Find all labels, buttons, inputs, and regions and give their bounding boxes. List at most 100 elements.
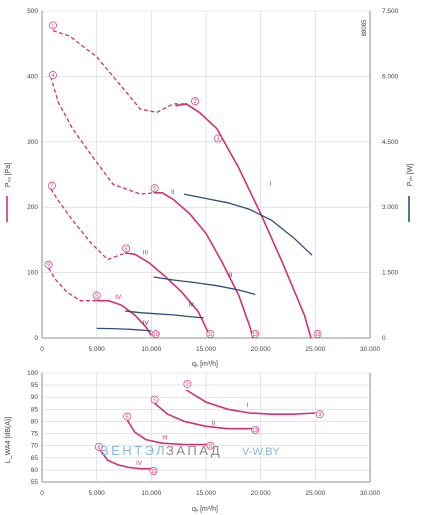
point-marker-label: 4 <box>52 73 55 79</box>
power-curve-label: II <box>229 272 233 279</box>
point-marker-label: 2 <box>194 99 197 105</box>
top-y-tick-label: 100 <box>27 270 38 277</box>
top-y2-tick-label: 0 <box>382 335 386 342</box>
point-marker <box>48 21 57 30</box>
sound-curve-IV <box>98 447 152 470</box>
bottom-x-tick-label: 25.000 <box>305 490 325 497</box>
bottom-x-tick-label: 5.000 <box>89 490 106 497</box>
pressure-curve-I <box>175 103 312 339</box>
top-chart-series: IIIIIIIVIIIIIIIV <box>48 29 313 339</box>
point-marker-label: 12 <box>252 332 258 338</box>
point-marker <box>206 441 215 450</box>
envelope-dashed-line <box>48 267 97 302</box>
top-x-tick-label: 0 <box>40 346 44 353</box>
point-marker <box>183 379 192 388</box>
top-right-axis-title: Pₛₕ [W] <box>407 164 414 187</box>
point-marker <box>191 97 200 106</box>
power-curve-label: III <box>189 302 195 309</box>
top-y2-axis-label: Pₛₕ [W] <box>407 164 414 187</box>
sound-curve-I <box>185 389 316 415</box>
bottom-axis-title: L_WA4 [dB(A)] <box>5 417 12 463</box>
point-marker-label: 5 <box>153 398 156 404</box>
sound-curve-label: IV <box>136 460 143 467</box>
bottom-chart-axes <box>41 373 371 483</box>
power-curve-II <box>153 276 256 296</box>
point-marker <box>150 184 159 193</box>
point-marker <box>94 442 103 451</box>
pressure-curve-label: III <box>143 249 149 256</box>
top-x-tick-label: 30.000 <box>360 346 380 353</box>
point-marker <box>149 467 158 476</box>
sound-curve-III <box>126 419 210 446</box>
pressure-curve-label: IV <box>115 294 122 301</box>
point-marker-label: 1 <box>52 23 55 29</box>
bottom-x-axis-label: qᵥ [m³/h] <box>192 506 218 513</box>
top-y-tick-label: 0 <box>34 335 38 342</box>
point-marker-label: 3 <box>318 412 321 418</box>
bottom-chart-tick-labels: 0 5.000 10.000 15.000 20.000 25.000 30.000 55 60… <box>27 370 380 497</box>
top-x-tick-label: 5.000 <box>89 346 106 353</box>
top-x-tick-label: 25.000 <box>305 346 325 353</box>
power-curve-I <box>183 193 313 256</box>
pressure-curve-III <box>124 252 212 339</box>
point-marker-label: 11 <box>208 444 213 450</box>
bottom-y-tick-label: 70 <box>31 443 39 450</box>
bottom-y-tick-label: 95 <box>31 382 39 389</box>
top-y2-tick-label: 1.500 <box>382 270 399 277</box>
watermark-part2: ЗАПАД <box>166 443 222 458</box>
point-marker-label: 9 <box>47 263 50 269</box>
point-marker <box>206 330 215 339</box>
bottom-y-tick-label: 90 <box>31 394 39 401</box>
top-y2-tick-label: 3.000 <box>382 204 399 211</box>
top-x-tick-label: 15.000 <box>196 346 216 353</box>
top-y-axis-label: Pₛₐ [Pa] <box>5 163 12 187</box>
bottom-y-tick-label: 100 <box>27 370 38 377</box>
sound-curve-II <box>154 402 255 430</box>
point-marker <box>251 330 260 339</box>
point-marker-label: 7 <box>50 184 53 190</box>
power-curve-III <box>125 310 204 319</box>
top-x-axis-label: qᵥ [m³/h] <box>192 361 218 368</box>
top-y-tick-label: 400 <box>27 73 38 80</box>
watermark-part3: V-W.BY <box>242 446 281 458</box>
envelope-dashed-line <box>52 29 187 114</box>
envelope-dashed-line <box>50 76 155 195</box>
bottom-y-tick-label: 75 <box>31 431 39 438</box>
point-marker <box>214 134 222 143</box>
top-y-tick-label: 300 <box>27 139 38 146</box>
bottom-y-tick-label: 80 <box>31 418 39 425</box>
bottom-x-tick-label: 10.000 <box>141 490 161 497</box>
bottom-x-tick-label: 20.000 <box>251 490 271 497</box>
top-chart-axes <box>41 11 371 339</box>
bottom-x-tick-label: 15.000 <box>196 490 216 497</box>
point-marker <box>48 71 57 80</box>
point-marker <box>92 291 101 300</box>
bottom-y-tick-label: 60 <box>31 467 39 474</box>
point-marker-label: 12 <box>252 428 258 434</box>
bottom-y-tick-label: 55 <box>31 479 39 486</box>
point-marker-label: 5 <box>153 186 156 192</box>
bottom-y-axis-label: L_WA4 [dB(A)] <box>5 417 12 463</box>
point-marker-label: 3 <box>217 136 220 142</box>
top-x-tick-label: 20.000 <box>251 346 271 353</box>
power-curve-label: I <box>269 180 271 187</box>
point-marker <box>151 330 160 339</box>
pressure-curve-label: II <box>171 189 175 196</box>
point-marker <box>313 330 322 339</box>
point-marker <box>150 395 159 404</box>
bottom-chart-grid <box>41 372 371 483</box>
point-marker-label: 13 <box>315 332 321 338</box>
power-curve-label: IV <box>143 320 150 327</box>
top-y2-tick-label: 4.500 <box>382 139 399 146</box>
point-marker <box>315 410 324 419</box>
sound-curve-label: I <box>246 402 248 409</box>
bottom-x-tick-label: 30.000 <box>360 490 380 497</box>
point-marker-label: 2 <box>186 382 189 388</box>
bottom-chart-point-markers: 2 3 5 6 8 10 11 12 <box>94 379 324 476</box>
document-id: 88085 <box>362 19 368 36</box>
watermark-part1: ВЕНТЭЛ <box>100 443 167 458</box>
top-y2-tick-label: 7.500 <box>382 8 399 15</box>
bottom-y-tick-label: 85 <box>31 406 39 413</box>
